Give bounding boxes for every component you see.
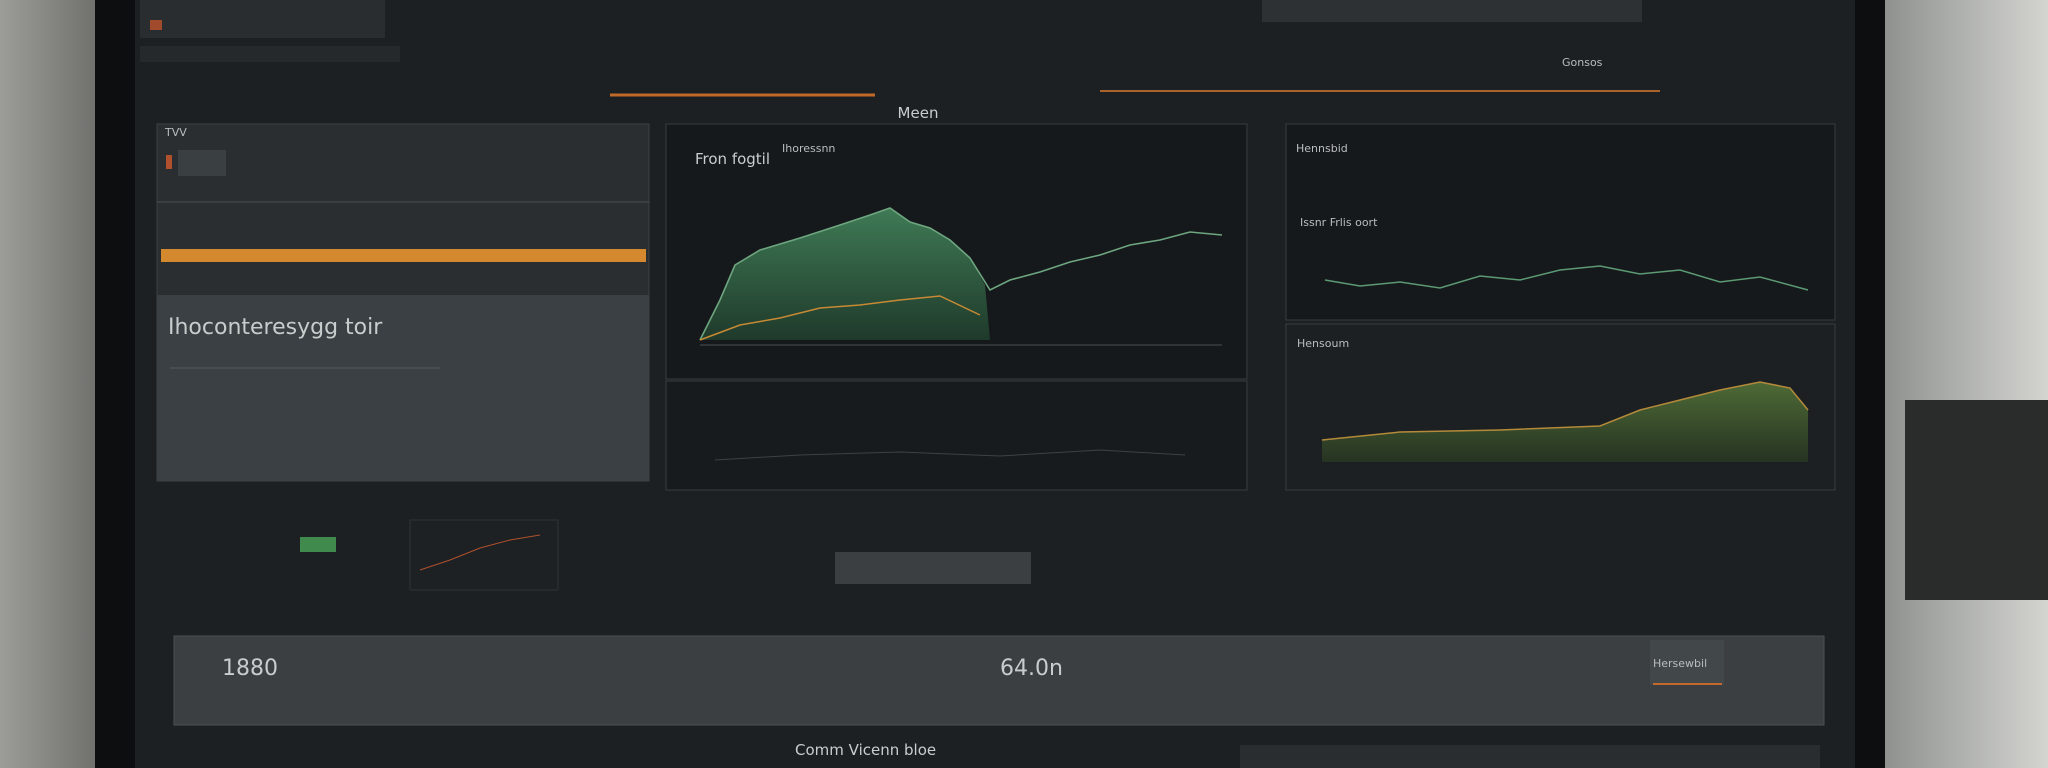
search-label: Gonsos <box>1562 56 1603 69</box>
nav <box>140 46 400 62</box>
highlight-row <box>161 249 646 262</box>
line <box>419 534 541 571</box>
tab[interactable] <box>1650 640 1724 685</box>
top-tab <box>140 0 385 38</box>
right-panel <box>1285 123 1836 321</box>
search-box <box>1262 0 1642 22</box>
line <box>1321 381 1809 441</box>
footer-box <box>1240 745 1820 768</box>
input[interactable] <box>835 552 1031 584</box>
line <box>1324 265 1809 291</box>
center-lower-panel <box>665 380 1248 491</box>
area <box>1322 382 1808 462</box>
widget <box>409 519 559 591</box>
badge <box>178 150 226 176</box>
chart-label: Issnr Frlis oort <box>1300 216 1378 229</box>
marker <box>166 155 172 169</box>
panel-title: Hensoum <box>1297 337 1349 350</box>
title: Meen <box>898 104 939 122</box>
stat-value: 64.0n <box>1000 656 1063 681</box>
panel-title: Fron fogtil <box>695 150 770 168</box>
area <box>700 208 990 340</box>
wall-right <box>1880 0 2048 768</box>
panel-subtitle: Ihoressnn <box>782 142 835 155</box>
icon <box>150 20 162 30</box>
panel-heading: Ihoconteresygg toir <box>168 315 383 340</box>
button[interactable] <box>300 537 336 552</box>
tab-label[interactable]: Hersewbil <box>1653 657 1707 670</box>
footer-title: Comm Vicenn bloe <box>795 741 936 759</box>
line <box>699 295 981 341</box>
stat-value: 1880 <box>222 656 278 681</box>
line <box>714 449 1186 461</box>
panel-title: Hennsbid <box>1296 142 1348 155</box>
line <box>699 207 1223 341</box>
stats-bar <box>173 635 1825 726</box>
device <box>1905 400 2048 600</box>
panel-label: TVV <box>164 126 187 139</box>
sub-panel <box>157 295 649 481</box>
